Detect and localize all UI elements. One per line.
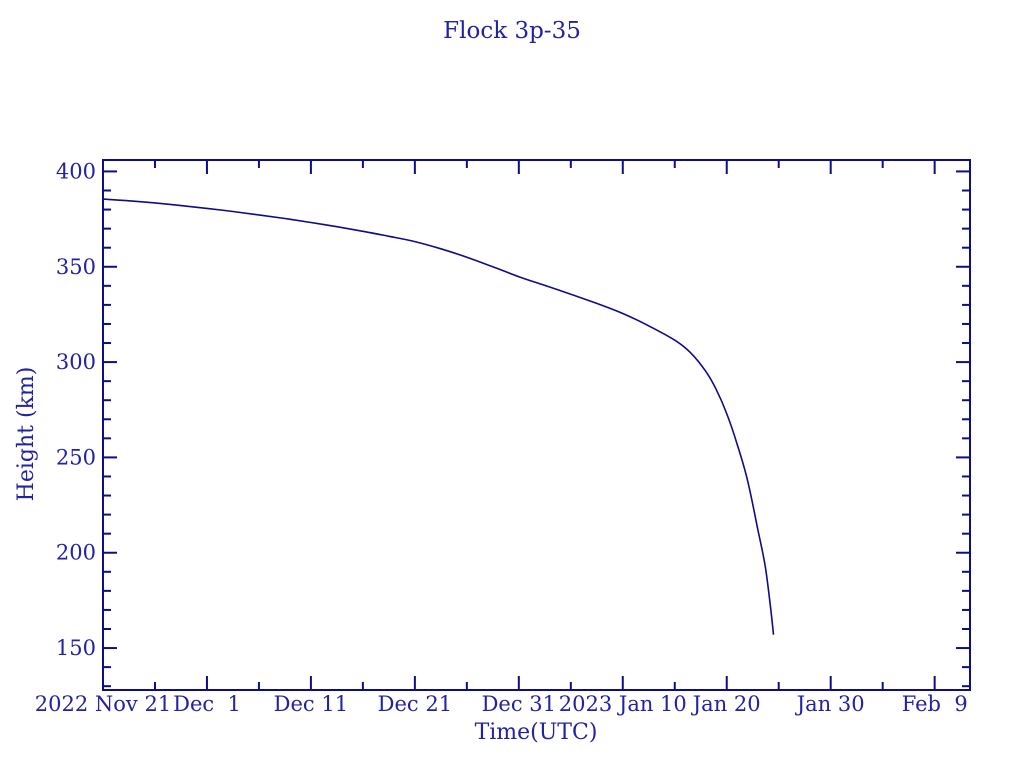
chart-title: Flock 3p-35 (443, 18, 581, 44)
x-tick-label: 2023 Jan 10 (559, 692, 687, 716)
x-axis-label: Time(UTC) (475, 720, 598, 745)
x-tick-label: Dec 11 (274, 692, 348, 716)
x-tick-label: Feb 9 (902, 692, 968, 716)
y-tick-label: 350 (56, 255, 96, 279)
y-tick-label: 200 (56, 541, 96, 565)
axis-tick-labels: 2022 Nov 21 Dec 1 Dec 11 Dec 21 Dec 31 2023 J… (35, 159, 968, 716)
decay-curve (102, 198, 775, 635)
height-curve-path (102, 198, 775, 635)
axis-ticks (102, 160, 970, 690)
x-tick-label: Dec 1 (173, 692, 241, 716)
plot-frame (102, 159, 971, 691)
x-tick-label: Jan 30 (795, 692, 865, 716)
x-tick-label: Dec 31 (482, 692, 556, 716)
y-tick-label: 300 (56, 350, 96, 374)
x-tick-label: 2022 Nov 21 (35, 692, 171, 716)
x-tick-label: Jan 20 (691, 692, 761, 716)
x-tick-label: Dec 21 (378, 692, 452, 716)
y-axis-label: Height (km) (14, 367, 39, 502)
y-tick-label: 250 (56, 445, 96, 469)
y-tick-label: 400 (56, 159, 96, 183)
y-tick-label: 150 (56, 636, 96, 660)
